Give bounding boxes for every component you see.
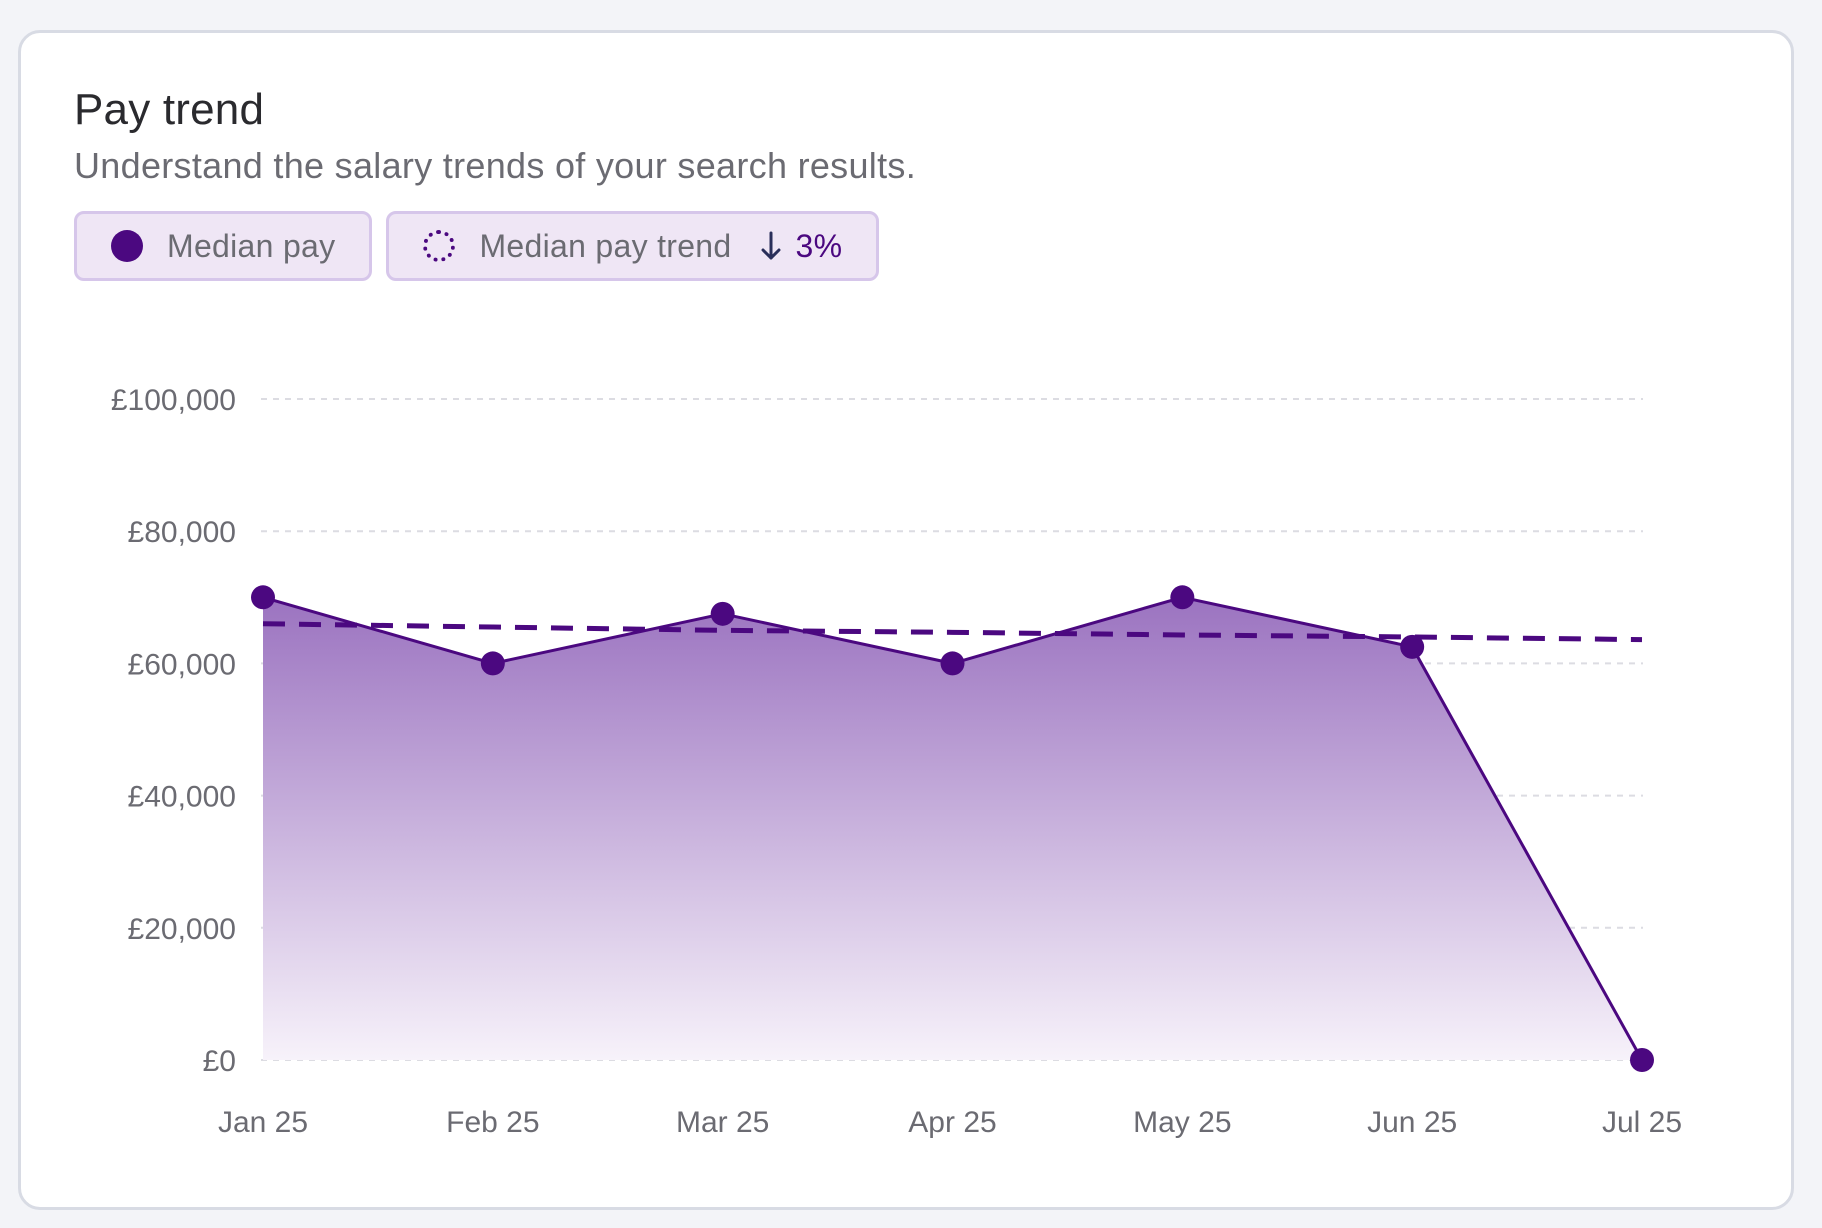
y-tick-label: £0 [203,1045,236,1078]
median-pay-trend-path [262,621,1643,643]
card-subtitle: Understand the salary trends of your sea… [74,145,916,186]
x-tick-label: Jan 25 [218,1106,308,1139]
median-pay-point[interactable] [1400,634,1425,659]
dotted-circle-icon [423,230,456,262]
x-tick-label: Feb 25 [446,1106,539,1139]
median-pay-area [263,597,1642,1060]
x-tick-label: May 25 [1133,1106,1231,1139]
card-title: Pay trend [74,85,265,134]
median-pay-point[interactable] [1170,585,1195,610]
y-tick-label: £80,000 [128,516,236,549]
x-tick-label: Jun 25 [1367,1106,1457,1139]
legend-chip-median-pay[interactable]: Median pay [74,211,373,281]
median-pay-point[interactable] [710,601,735,626]
x-tick-label: Jul 25 [1602,1106,1682,1139]
y-tick-label: £60,000 [128,648,236,681]
legend-label-median-pay-trend: Median pay trend [479,227,732,264]
x-tick-label: Mar 25 [676,1106,769,1139]
y-tick-label: £100,000 [111,384,236,417]
pay-trend-chart: £0 £20,000 £40,000 £60,000 £80,000 £100,000 J… [111,384,1682,1139]
trend-change-badge: 3% [760,228,843,265]
y-tick-label: £40,000 [128,781,236,814]
legend-chip-median-pay-trend[interactable]: Median pay trend 3% [386,211,880,281]
y-tick-label: £20,000 [128,913,236,946]
pay-trend-card: Pay trend Understand the salary trends o… [18,30,1794,1210]
arrow-down-icon [761,231,781,260]
median-pay-point[interactable] [940,651,965,676]
median-pay-area-fill [263,597,1642,1060]
median-pay-point[interactable] [251,585,275,610]
x-axis: Jan 25 Feb 25 Mar 25 Apr 25 May 25 Jun 25 Jul … [218,1106,1682,1139]
filled-circle-icon [111,230,143,262]
legend-label-median-pay: Median pay [167,227,336,264]
median-pay-points [251,585,1654,1072]
y-axis: £0 £20,000 £40,000 £60,000 £80,000 £100,000 [111,384,236,1078]
median-pay-point[interactable] [1630,1048,1654,1072]
trend-change-value: 3% [795,227,843,264]
chart-legend: Median pay Median pay trend 3% [74,211,880,281]
median-pay-point[interactable] [480,651,505,676]
median-pay-trend-line [262,621,1643,643]
x-tick-label: Apr 25 [908,1106,996,1139]
